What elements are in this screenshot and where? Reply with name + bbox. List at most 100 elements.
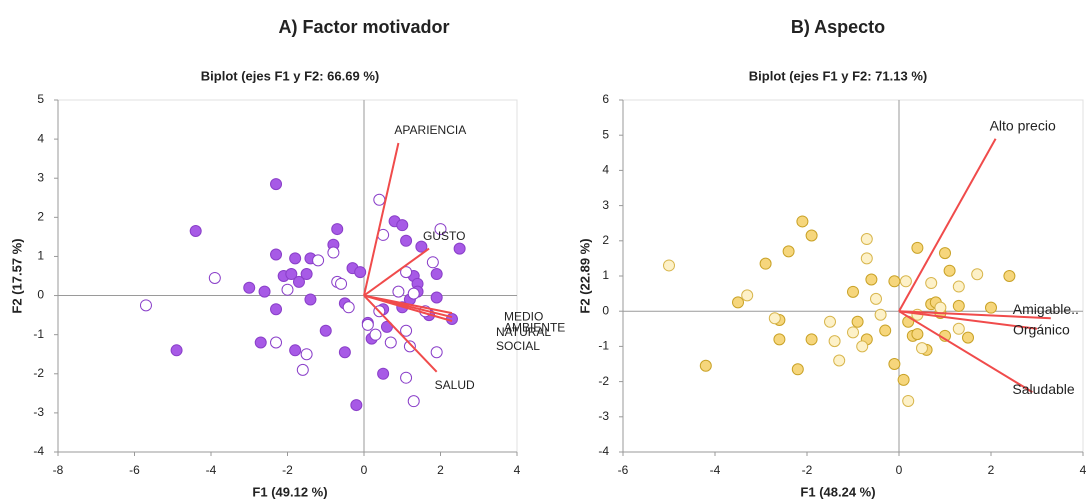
- vector: [898, 310, 1033, 394]
- point: [354, 266, 367, 279]
- x-tick-label: -6: [618, 463, 629, 477]
- point: [856, 340, 869, 353]
- point: [911, 241, 924, 254]
- chart-subtitle: Biplot (ejes F1 y F2: 71.13 %): [749, 68, 927, 83]
- x-tick-label: 0: [896, 463, 903, 477]
- x-tick-label: -4: [206, 463, 217, 477]
- point: [897, 373, 910, 386]
- point: [962, 331, 974, 344]
- vector: [898, 138, 997, 312]
- vector-label: Alto precio: [990, 117, 1056, 133]
- x-axis-label: F1 (48.24 %): [800, 484, 875, 499]
- point: [400, 324, 413, 337]
- y-axis-label: F2 (17.57 %): [9, 238, 24, 313]
- vector: [363, 142, 400, 296]
- y-tick-label: 0: [37, 288, 44, 302]
- vector-label: Orgánico: [1013, 322, 1070, 338]
- y-tick-label: 0: [602, 303, 609, 317]
- y-tick-label: -4: [33, 444, 44, 458]
- point: [396, 219, 409, 232]
- point: [870, 292, 882, 305]
- point: [911, 328, 924, 341]
- y-tick-label: 5: [37, 92, 44, 106]
- y-tick-label: 6: [602, 92, 609, 106]
- point: [782, 245, 795, 258]
- point: [796, 215, 809, 228]
- point: [189, 225, 202, 238]
- point: [759, 257, 772, 270]
- point: [430, 291, 443, 304]
- point: [847, 285, 859, 298]
- point: [312, 254, 325, 267]
- point: [400, 266, 413, 279]
- point: [369, 328, 382, 341]
- point: [888, 275, 901, 288]
- point: [296, 363, 309, 376]
- vector-label: GUSTO: [423, 229, 465, 243]
- x-tick-label: -4: [710, 463, 721, 477]
- point: [925, 277, 938, 290]
- point: [732, 296, 744, 309]
- point: [407, 287, 420, 300]
- point: [943, 264, 956, 277]
- point: [430, 346, 443, 359]
- y-tick-label: 2: [602, 233, 609, 247]
- point: [327, 246, 340, 259]
- point: [773, 333, 786, 346]
- x-tick-label: -2: [282, 463, 293, 477]
- point: [373, 193, 386, 206]
- point: [300, 268, 313, 281]
- point: [805, 229, 818, 242]
- point: [860, 233, 873, 246]
- point: [400, 371, 413, 384]
- point: [377, 367, 390, 380]
- point: [335, 277, 348, 290]
- vector: [363, 294, 438, 373]
- point: [453, 242, 466, 255]
- x-tick-label: -2: [802, 463, 813, 477]
- point: [971, 268, 984, 281]
- point: [270, 178, 283, 191]
- point: [828, 335, 841, 348]
- vector: [898, 310, 1051, 320]
- x-tick-label: 2: [437, 463, 444, 477]
- point: [916, 342, 928, 355]
- vector-label: NATURAL: [496, 325, 551, 339]
- point: [254, 336, 267, 349]
- point: [331, 223, 344, 236]
- y-tick-label: 1: [602, 268, 609, 282]
- chart-title: B) Aspecto: [791, 17, 885, 37]
- point: [350, 399, 363, 412]
- point: [833, 354, 846, 367]
- y-tick-label: -2: [33, 366, 44, 380]
- point: [805, 333, 818, 346]
- vector-label: SALUD: [435, 378, 475, 392]
- point: [270, 248, 283, 261]
- point: [699, 359, 712, 372]
- point: [270, 336, 283, 349]
- y-tick-label: -3: [33, 405, 44, 419]
- point: [791, 363, 804, 376]
- point: [899, 275, 912, 288]
- point: [304, 293, 317, 306]
- y-tick-label: 4: [602, 163, 609, 177]
- point: [292, 275, 305, 288]
- chart-subtitle: Biplot (ejes F1 y F2: 66.69 %): [201, 68, 379, 83]
- y-tick-label: -4: [598, 444, 609, 458]
- point: [879, 324, 892, 337]
- point: [319, 324, 332, 337]
- point: [741, 289, 754, 302]
- y-tick-label: -1: [598, 339, 609, 353]
- point: [289, 344, 302, 357]
- point: [361, 318, 374, 331]
- point: [434, 223, 447, 236]
- y-tick-label: 3: [37, 170, 44, 184]
- vector-label: MEDIO: [504, 309, 543, 323]
- point: [415, 240, 428, 253]
- y-tick-label: 5: [602, 127, 609, 141]
- point: [426, 256, 439, 269]
- point: [824, 315, 836, 328]
- vector: [898, 310, 1038, 330]
- y-tick-label: 3: [602, 198, 609, 212]
- vector-label: Amigable..: [1013, 301, 1079, 317]
